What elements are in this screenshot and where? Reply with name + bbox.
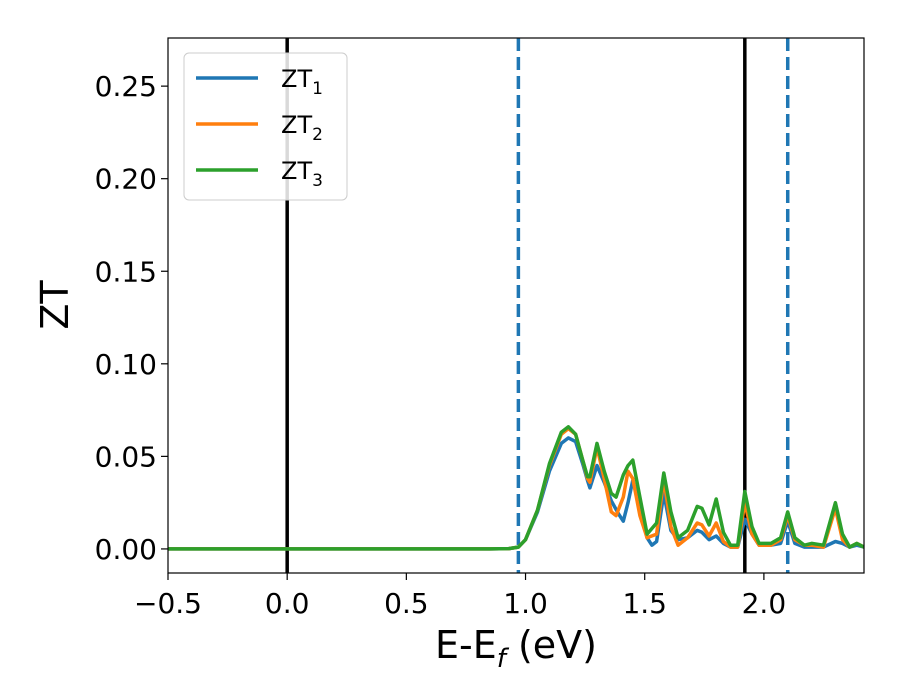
legend-label-zt2: ZT2	[281, 111, 323, 145]
reference-lines	[285, 38, 790, 573]
x-axis-title: E-Ef (eV)	[435, 623, 597, 674]
x-tick-label: 0.0	[265, 587, 310, 620]
series-line-zt2	[168, 426, 864, 551]
y-tick-label: 0.00	[95, 533, 157, 566]
y-tick-label: 0.10	[95, 348, 157, 381]
y-tick-label: 0.20	[95, 163, 157, 196]
y-tick-label: 0.25	[95, 70, 157, 103]
x-tick-label: 1.5	[622, 587, 667, 620]
x-tick-label: 0.5	[384, 587, 429, 620]
series-line-zt3	[168, 425, 864, 551]
legend-label-zt1: ZT1	[281, 65, 323, 99]
series-lines	[168, 425, 864, 551]
x-tick-label: −0.5	[134, 587, 202, 620]
y-axis-title: ZT	[33, 280, 77, 330]
x-axis-ticks: −0.5 0.0 0.5 1.0 1.5 2.0	[134, 573, 786, 620]
series-line-zt1	[168, 436, 864, 551]
x-tick-label: 1.0	[503, 587, 548, 620]
y-axis-ticks: 0.00 0.05 0.10 0.15 0.20 0.25	[95, 70, 168, 566]
legend: ZT1 ZT2 ZT3	[183, 52, 348, 201]
x-tick-label: 2.0	[742, 587, 787, 620]
legend-label-zt3: ZT3	[281, 157, 323, 191]
plot-frame	[167, 37, 865, 574]
y-tick-label: 0.15	[95, 255, 157, 288]
legend-box	[183, 52, 348, 201]
y-tick-label: 0.05	[95, 440, 157, 473]
